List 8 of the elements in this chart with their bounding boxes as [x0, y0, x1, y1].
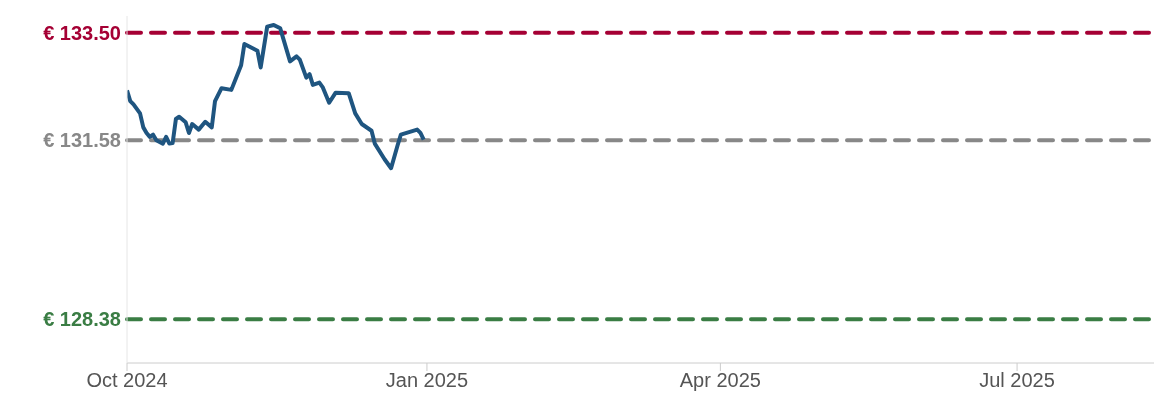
y-tick-label: € 128.38	[43, 308, 121, 331]
x-tick-label: Jul 2025	[979, 369, 1055, 392]
line-series	[127, 22, 426, 171]
y-tick-label: € 133.50	[43, 21, 121, 44]
y-tick-label: € 131.58	[43, 129, 121, 152]
x-tick-label: Apr 2025	[679, 369, 761, 392]
x-tick-label: Jan 2025	[385, 369, 469, 392]
x-tick-label: Oct 2024	[86, 369, 168, 392]
